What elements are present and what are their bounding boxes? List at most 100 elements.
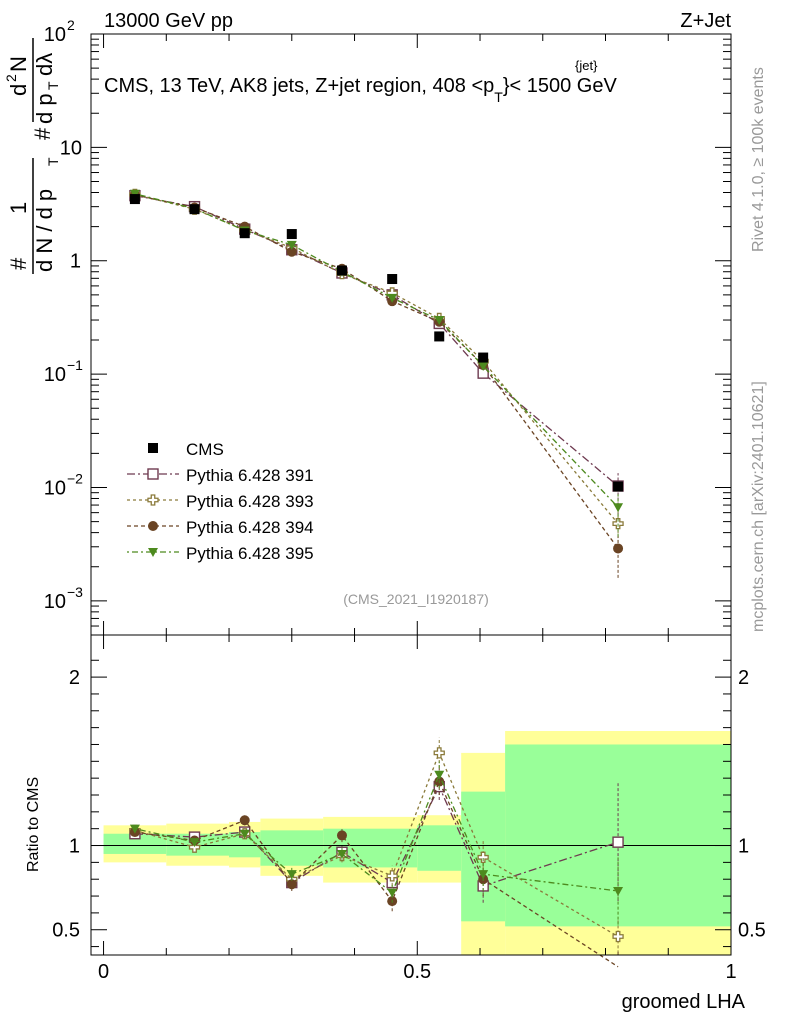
ylabel-den2-tail: dλ (32, 53, 57, 76)
ratio-point (239, 815, 250, 826)
ylabel-den2-sub: T (45, 81, 61, 90)
x-tick-label: 0 (98, 961, 109, 983)
cms-point (478, 352, 489, 363)
ratio-point (386, 870, 398, 882)
y-tick-label: 10 −3 (44, 584, 83, 613)
ratio-point (478, 870, 489, 880)
ratio-frame (90, 634, 732, 956)
ratio-tick-layer: 2 21 10.5 0.50 0.5 1 (52, 635, 766, 983)
ylabel-one: 1 (6, 202, 31, 214)
ratio-point (239, 829, 250, 839)
legend-label-cms: CMS (186, 440, 224, 459)
chart-title: CMS, 13 TeV, AK8 jets, Z+jet region, 408… (104, 75, 617, 105)
svg-text:2: 2 (67, 17, 75, 33)
y-tick-label: 10 2 (44, 17, 75, 46)
cms-point (129, 194, 140, 205)
ratio-point (189, 838, 200, 848)
ratio-point (433, 747, 445, 759)
cms-point (286, 229, 297, 240)
ratio-y-tick-label-right: 1 (738, 836, 749, 858)
x-axis-label: groomed LHA (622, 991, 746, 1013)
ratio-y-tick-label-left: 2 (69, 667, 80, 689)
ratio-point (336, 830, 347, 841)
legend-marker (148, 521, 158, 531)
ratio-point (613, 887, 624, 896)
series-point (434, 316, 445, 326)
uncertainty-band-inner (103, 833, 167, 854)
svg-text:−1: −1 (67, 357, 83, 373)
x-tick-label: 0.5 (403, 961, 431, 983)
series-point (613, 503, 624, 513)
svg-text:−2: −2 (67, 470, 83, 486)
ylabel-num2-sup: 2 (3, 74, 19, 82)
svg-text:10: 10 (60, 137, 82, 159)
ylabel-num2: d (6, 84, 31, 96)
header-right: Z+Jet (680, 10, 731, 32)
ratio-point (434, 770, 445, 780)
ratio-point (188, 841, 201, 853)
series-point (612, 517, 624, 530)
svg-text:10: 10 (44, 477, 66, 499)
series-point (478, 361, 489, 371)
cms-point (336, 265, 347, 276)
ylabel-den1-sub: T (45, 157, 61, 166)
ratio-point (336, 849, 347, 859)
ratio-point (612, 930, 624, 943)
legend-label: Pythia 6.428 393 (186, 492, 314, 511)
chart-title-sup: {jet} (575, 58, 598, 73)
y-axis-label: # 1 d N / d p T # d 2 N d p T dλ (3, 38, 61, 274)
ratio-y-tick-label-left: 1 (69, 836, 80, 858)
series-point (613, 543, 624, 554)
uncertainty-band-inner (417, 825, 462, 871)
svg-text:−3: −3 (67, 584, 83, 600)
ratio-point (477, 851, 489, 863)
svg-text:1: 1 (70, 251, 81, 273)
x-tick-label: 1 (725, 961, 736, 983)
mcplots-label: mcplots.cern.ch [arXiv:2401.10621] (750, 381, 767, 632)
cms-point (613, 481, 624, 492)
ylabel-den1: d N / d p (32, 189, 57, 272)
ratio-plot: 2 21 10.5 0.50 0.5 1 (52, 634, 766, 983)
legend: CMS Pythia 6.428 391 Pythia 6.428 393 Pythi… (127, 440, 314, 563)
legend-label: Pythia 6.428 394 (186, 518, 314, 537)
ratio-point (387, 888, 398, 898)
ratio-y-axis-label: Ratio to CMS (25, 777, 42, 872)
ratio-y-tick-label-left: 0.5 (52, 920, 80, 942)
cms-point (189, 204, 200, 215)
ylabel-den2: d p (32, 93, 57, 124)
y-tick-label: 10 (60, 137, 82, 159)
legend-marker (147, 468, 159, 480)
series-line (134, 193, 619, 508)
y-tick-label: 10 −2 (44, 470, 83, 499)
ratio-line (134, 785, 619, 887)
ylabel-hash-1: # (6, 257, 31, 270)
main-series-layer (129, 188, 624, 578)
svg-text:10: 10 (44, 24, 66, 46)
legend-marker (148, 548, 158, 557)
series-point (286, 246, 297, 257)
cms-point (239, 228, 250, 239)
legend-marker-cms (148, 443, 158, 453)
header-left: 13000 GeV pp (104, 10, 233, 32)
series-point (387, 293, 398, 303)
y-tick-label: 10 −1 (44, 357, 83, 386)
ylabel-hash-2: # (30, 127, 55, 140)
uncertainty-band-inner (260, 830, 324, 866)
analysis-watermark: (CMS_2021_I1920187) (343, 591, 489, 607)
ratio-series-layer (129, 737, 624, 968)
ratio-y-tick-label-right: 0.5 (738, 920, 766, 942)
ratio-point (286, 870, 297, 880)
legend-label: Pythia 6.428 391 (186, 466, 314, 485)
ratio-line (134, 773, 619, 894)
series-point (286, 240, 297, 250)
ratio-y-tick-label-right: 2 (738, 667, 749, 689)
ratio-point (129, 824, 140, 834)
cms-point (434, 331, 445, 342)
legend-label: Pythia 6.428 395 (186, 544, 314, 563)
ratio-point (612, 836, 624, 848)
rivet-label: Rivet 4.1.0, ≥ 100k events (750, 67, 767, 252)
cms-point (387, 274, 398, 285)
